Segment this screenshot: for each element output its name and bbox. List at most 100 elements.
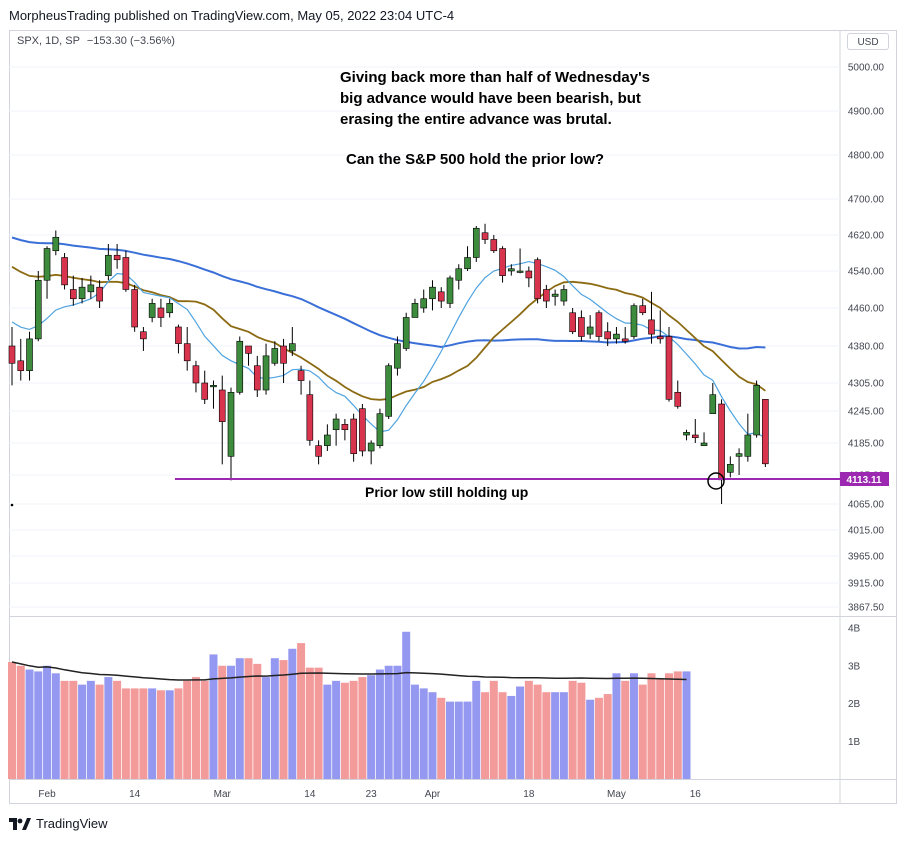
price-tick-label: 4185.00 xyxy=(848,439,885,450)
volume-bar xyxy=(200,680,209,779)
candle xyxy=(122,250,130,292)
volume-bar xyxy=(498,692,507,779)
candle-body xyxy=(604,331,611,340)
volume-bar xyxy=(218,665,227,779)
volume-bar xyxy=(51,673,60,779)
volume-bar xyxy=(305,667,314,779)
candle-body xyxy=(297,370,305,381)
support-annotation: Prior low still holding up xyxy=(365,484,529,500)
annotation-line-1: Giving back more than half of Wednesday'… xyxy=(340,69,651,86)
price-change: −153.30 (−3.56%) xyxy=(86,35,175,47)
candle-body xyxy=(376,413,384,446)
candle xyxy=(52,230,60,256)
candle-body xyxy=(341,424,349,430)
volume-tick-label: 2B xyxy=(848,699,861,710)
volume-bar xyxy=(375,669,384,779)
volume-bar xyxy=(130,688,139,779)
volume-bar xyxy=(279,660,288,779)
candle-body xyxy=(140,331,147,340)
candle-body xyxy=(499,248,506,276)
candle xyxy=(481,223,489,244)
candle-body xyxy=(192,365,200,384)
candle xyxy=(586,315,594,339)
ma-50-line xyxy=(11,236,766,350)
price-tick-label: 4700.00 xyxy=(848,195,885,206)
candle-body xyxy=(52,236,60,252)
volume-bar xyxy=(393,665,402,779)
candle xyxy=(192,360,200,393)
candle-body xyxy=(648,319,655,335)
candle xyxy=(17,338,25,381)
candle xyxy=(359,404,366,457)
volume-bar xyxy=(577,682,586,779)
candle xyxy=(525,266,533,288)
candle xyxy=(508,264,515,276)
annotation-question: Can the S&P 500 hold the prior low? xyxy=(346,151,605,168)
candle-body xyxy=(560,289,568,302)
candle xyxy=(297,365,305,395)
grid xyxy=(9,66,840,608)
candle-body xyxy=(665,336,673,400)
volume-bar xyxy=(410,684,419,779)
volume-bar xyxy=(647,673,656,779)
candle xyxy=(262,343,270,395)
candle xyxy=(578,310,585,342)
volume-bar xyxy=(481,692,490,779)
candle-body xyxy=(446,277,454,304)
price-tick-label: 3965.00 xyxy=(848,552,885,563)
candle-body xyxy=(481,232,489,240)
volume-bar xyxy=(629,673,638,779)
candle-body xyxy=(621,338,629,342)
candle-body xyxy=(148,303,156,318)
volume-bar xyxy=(559,692,568,779)
candle-body xyxy=(595,312,603,337)
volume-bar xyxy=(288,648,297,779)
price-tick-label: 4900.00 xyxy=(848,107,885,118)
currency-button[interactable]: USD xyxy=(847,33,889,50)
candle xyxy=(113,244,121,269)
price-tick-label: 4245.00 xyxy=(848,407,885,418)
volume-bar xyxy=(524,680,533,779)
candle-body xyxy=(253,365,261,391)
candle xyxy=(464,246,471,271)
annotation-line-3: erasing the entire advance was brutal. xyxy=(340,111,612,128)
candle-body xyxy=(508,268,515,272)
volume-bar xyxy=(8,661,16,779)
volume-bar xyxy=(446,701,454,779)
candle-body xyxy=(78,286,86,300)
candle-body xyxy=(464,257,471,270)
time-tick-label: Mar xyxy=(214,789,232,800)
volume-bar xyxy=(533,684,542,779)
candle xyxy=(157,298,165,327)
footer-brand[interactable]: TradingView xyxy=(9,816,108,831)
volume-axis: 4B 3B 2B 1B xyxy=(848,624,861,748)
volume-bar xyxy=(586,699,595,779)
candle-body xyxy=(437,291,445,302)
candle xyxy=(34,271,42,342)
candle xyxy=(245,345,252,366)
candle xyxy=(437,287,445,308)
volume-bar xyxy=(43,665,52,779)
candle xyxy=(385,363,392,419)
volume-bar xyxy=(419,688,428,779)
price-tick-label: 4460.00 xyxy=(848,304,885,315)
candle-body xyxy=(306,394,314,441)
candle xyxy=(350,413,357,462)
candle-body xyxy=(525,270,533,279)
volume-bar xyxy=(428,692,437,779)
price-tick-label: 4380.00 xyxy=(848,342,885,353)
time-tick-label: 14 xyxy=(304,789,316,800)
candle-body xyxy=(122,257,130,290)
candle-body xyxy=(87,284,95,293)
volume-bar xyxy=(489,680,498,779)
candle xyxy=(289,327,296,356)
candle xyxy=(341,419,349,441)
candle xyxy=(613,327,620,344)
price-tick-label: 4540.00 xyxy=(848,267,885,278)
annotation-line-2: big advance would have been bearish, but xyxy=(340,90,641,107)
candle-body xyxy=(569,312,576,333)
candle-body xyxy=(236,340,244,393)
candle-body xyxy=(271,348,279,364)
candle-body xyxy=(96,286,103,302)
